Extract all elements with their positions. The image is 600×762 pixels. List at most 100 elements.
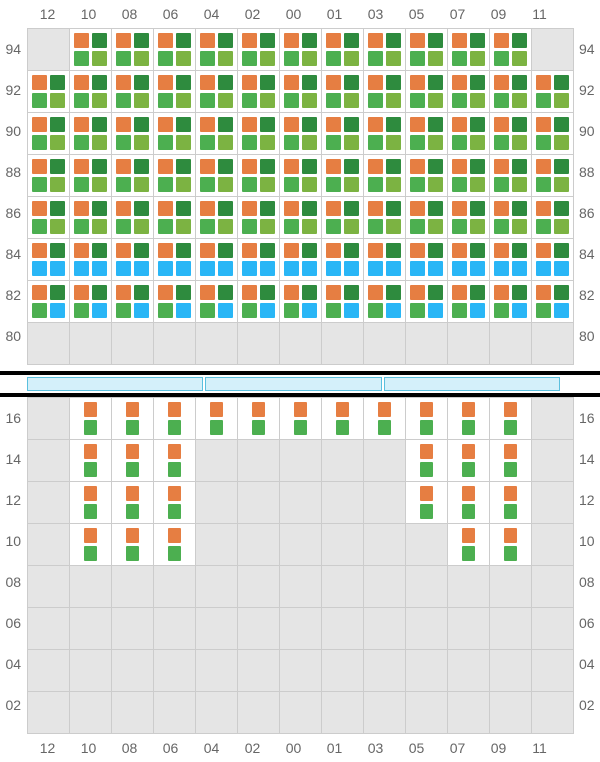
grid-cell[interactable] <box>154 650 195 691</box>
grid-cell[interactable] <box>238 197 279 238</box>
grid-cell[interactable] <box>364 650 405 691</box>
grid-cell[interactable] <box>322 650 363 691</box>
grid-cell[interactable] <box>154 29 195 70</box>
grid-cell[interactable] <box>28 71 69 112</box>
grid-cell[interactable] <box>448 155 489 196</box>
grid-cell[interactable] <box>112 239 153 280</box>
grid-cell[interactable] <box>196 71 237 112</box>
grid-cell[interactable] <box>70 482 111 523</box>
grid-cell[interactable] <box>322 281 363 322</box>
grid-cell[interactable] <box>448 524 489 565</box>
grid-cell[interactable] <box>70 650 111 691</box>
grid-cell[interactable] <box>448 281 489 322</box>
grid-cell[interactable] <box>322 323 363 364</box>
grid-cell[interactable] <box>280 692 321 733</box>
grid-cell[interactable] <box>448 323 489 364</box>
grid-cell[interactable] <box>490 71 531 112</box>
grid-cell[interactable] <box>532 440 573 481</box>
grid-cell[interactable] <box>532 71 573 112</box>
grid-cell[interactable] <box>70 608 111 649</box>
grid-cell[interactable] <box>322 71 363 112</box>
grid-cell[interactable] <box>532 155 573 196</box>
grid-cell[interactable] <box>28 197 69 238</box>
grid-cell[interactable] <box>28 239 69 280</box>
grid-cell[interactable] <box>154 113 195 154</box>
grid-cell[interactable] <box>280 566 321 607</box>
grid-cell[interactable] <box>364 608 405 649</box>
grid-cell[interactable] <box>238 440 279 481</box>
grid-cell[interactable] <box>112 608 153 649</box>
status-bar-segment[interactable] <box>205 377 381 391</box>
grid-cell[interactable] <box>70 155 111 196</box>
grid-cell[interactable] <box>280 239 321 280</box>
grid-cell[interactable] <box>154 524 195 565</box>
grid-cell[interactable] <box>238 281 279 322</box>
grid-cell[interactable] <box>406 524 447 565</box>
status-bar-segment[interactable] <box>384 377 560 391</box>
grid-cell[interactable] <box>196 482 237 523</box>
grid-cell[interactable] <box>532 398 573 439</box>
grid-cell[interactable] <box>448 692 489 733</box>
grid-cell[interactable] <box>280 281 321 322</box>
grid-cell[interactable] <box>28 692 69 733</box>
grid-cell[interactable] <box>490 608 531 649</box>
grid-cell[interactable] <box>406 482 447 523</box>
grid-cell[interactable] <box>448 566 489 607</box>
grid-cell[interactable] <box>532 323 573 364</box>
grid-cell[interactable] <box>70 692 111 733</box>
grid-cell[interactable] <box>532 482 573 523</box>
grid-cell[interactable] <box>448 197 489 238</box>
grid-cell[interactable] <box>490 155 531 196</box>
grid-cell[interactable] <box>280 71 321 112</box>
grid-cell[interactable] <box>28 440 69 481</box>
grid-cell[interactable] <box>322 524 363 565</box>
grid-cell[interactable] <box>406 608 447 649</box>
grid-cell[interactable] <box>112 197 153 238</box>
grid-cell[interactable] <box>196 608 237 649</box>
grid-cell[interactable] <box>322 482 363 523</box>
grid-cell[interactable] <box>280 323 321 364</box>
grid-cell[interactable] <box>70 323 111 364</box>
grid-cell[interactable] <box>406 29 447 70</box>
grid-cell[interactable] <box>196 398 237 439</box>
grid-cell[interactable] <box>490 650 531 691</box>
grid-cell[interactable] <box>364 398 405 439</box>
grid-cell[interactable] <box>238 29 279 70</box>
grid-cell[interactable] <box>364 281 405 322</box>
grid-cell[interactable] <box>28 155 69 196</box>
grid-cell[interactable] <box>532 692 573 733</box>
grid-cell[interactable] <box>280 482 321 523</box>
grid-cell[interactable] <box>322 398 363 439</box>
grid-cell[interactable] <box>532 524 573 565</box>
grid-cell[interactable] <box>364 197 405 238</box>
grid-cell[interactable] <box>406 692 447 733</box>
grid-cell[interactable] <box>154 71 195 112</box>
grid-cell[interactable] <box>406 155 447 196</box>
grid-cell[interactable] <box>112 281 153 322</box>
grid-cell[interactable] <box>28 113 69 154</box>
grid-cell[interactable] <box>70 71 111 112</box>
grid-cell[interactable] <box>196 440 237 481</box>
grid-cell[interactable] <box>154 281 195 322</box>
grid-cell[interactable] <box>154 155 195 196</box>
grid-cell[interactable] <box>154 197 195 238</box>
grid-cell[interactable] <box>448 482 489 523</box>
grid-cell[interactable] <box>238 524 279 565</box>
grid-cell[interactable] <box>490 29 531 70</box>
grid-cell[interactable] <box>490 197 531 238</box>
grid-cell[interactable] <box>406 440 447 481</box>
grid-cell[interactable] <box>238 566 279 607</box>
grid-cell[interactable] <box>280 197 321 238</box>
grid-cell[interactable] <box>490 440 531 481</box>
grid-cell[interactable] <box>154 608 195 649</box>
grid-cell[interactable] <box>70 398 111 439</box>
grid-cell[interactable] <box>280 398 321 439</box>
grid-cell[interactable] <box>196 692 237 733</box>
grid-cell[interactable] <box>112 323 153 364</box>
grid-cell[interactable] <box>196 197 237 238</box>
grid-cell[interactable] <box>532 281 573 322</box>
grid-cell[interactable] <box>532 608 573 649</box>
grid-cell[interactable] <box>406 398 447 439</box>
grid-cell[interactable] <box>196 524 237 565</box>
grid-cell[interactable] <box>112 566 153 607</box>
